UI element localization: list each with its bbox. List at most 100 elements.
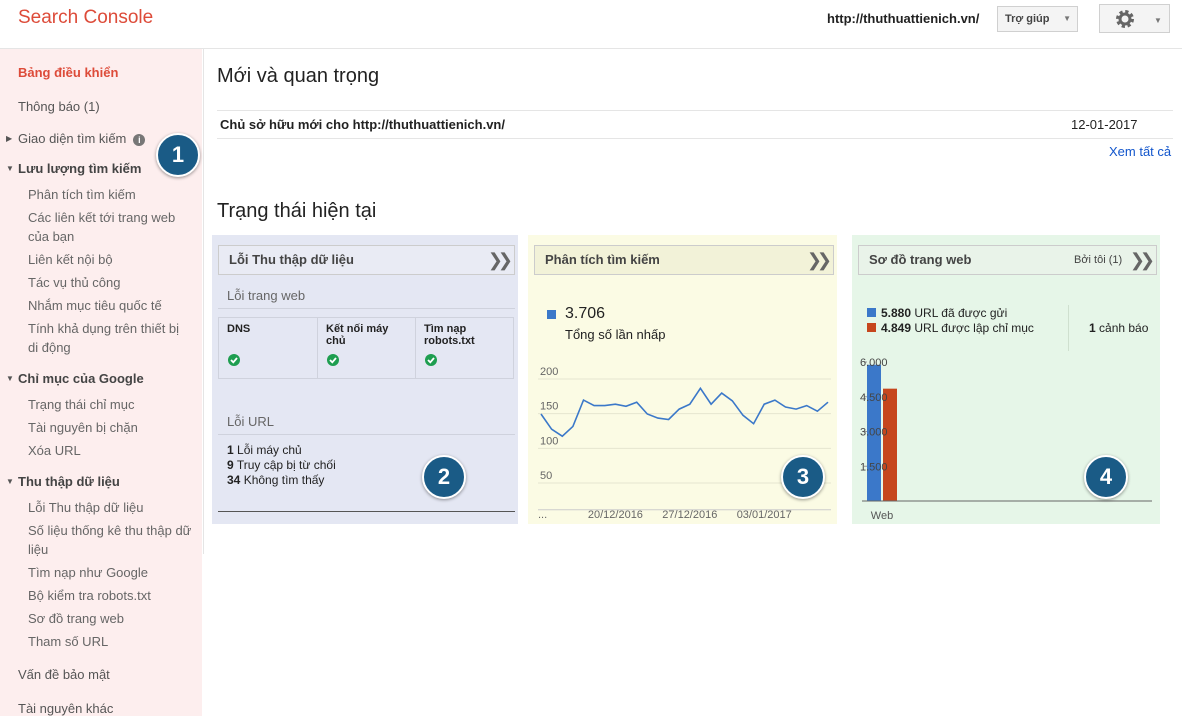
legend-swatch xyxy=(867,308,876,317)
nav-item[interactable]: Sơ đồ trang web xyxy=(28,611,124,626)
legend-value: 5.880 xyxy=(881,306,912,320)
y-tick-label: 4.500 xyxy=(860,392,888,404)
url-error-list: 1 Lỗi máy chủ 9 Truy cập bị từ chối 34 Khô… xyxy=(227,443,336,488)
x-tick-label: 03/01/2017 xyxy=(737,509,792,521)
x-tick-label: 20/12/2016 xyxy=(588,509,643,521)
top-bar xyxy=(0,0,1182,49)
nav-item[interactable]: Phân tích tìm kiếm xyxy=(28,187,136,202)
annotation-badge: 4 xyxy=(1084,455,1128,499)
card-header: Phân tích tìm kiếm ❯❯ xyxy=(534,245,834,275)
nav-item[interactable]: Bảng điều khiển xyxy=(18,65,119,80)
legend-entry: 5.880 URL đã được gửi xyxy=(867,306,1052,321)
check-mark xyxy=(427,357,435,364)
nav-item[interactable]: Tham số URL xyxy=(28,634,109,649)
divider xyxy=(1068,305,1069,351)
help-button[interactable]: Trợ giúp ▼ xyxy=(997,6,1078,32)
y-tick-label: 1.500 xyxy=(860,461,888,473)
nav-item[interactable]: Thông báo (1) xyxy=(18,99,100,114)
annotation-badge: 1 xyxy=(156,133,200,177)
message-text: Chủ sở hữu mới cho http://thuthuattienic… xyxy=(220,117,505,132)
dropdown-icon: ▼ xyxy=(1063,14,1071,23)
total-label: Tổng số lần nhấp xyxy=(565,327,666,342)
site-error-table: DNS Kết nối máy chủ Tìm nạp robots.txt xyxy=(218,317,514,379)
nav-item[interactable]: Tính khả dụng trên thiết bị di động xyxy=(28,321,180,355)
nav-item[interactable]: Trạng thái chỉ mục xyxy=(28,397,135,412)
table-cell: DNS xyxy=(219,318,317,378)
x-tick-label: Web xyxy=(871,510,893,522)
nav-item[interactable]: Liên kết nội bộ xyxy=(28,252,113,267)
column-label: DNS xyxy=(227,323,251,335)
nav-item[interactable]: Các liên kết tới trang web của bạn xyxy=(28,210,176,244)
url-error[interactable]: 1 Lỗi máy chủ xyxy=(227,443,336,458)
svg-text:▼: ▼ xyxy=(1154,16,1162,25)
expand-arrow: ▼ xyxy=(6,477,14,486)
error-label: Lỗi máy chủ xyxy=(237,443,302,457)
bar xyxy=(867,364,881,501)
by-me: Bởi tôi (1) xyxy=(1074,254,1123,266)
nav-item[interactable]: Tài nguyên khác xyxy=(18,701,114,716)
check-icon xyxy=(327,354,339,366)
chevron: ❯❯ xyxy=(487,250,513,270)
gear-icon: ▼ xyxy=(1116,10,1162,28)
warnings: 1 cảnh báo xyxy=(1089,321,1148,335)
column-label: Kết nối máy chủ xyxy=(326,323,389,347)
nav-section[interactable]: ▶ Giao diện tìm kiếm i xyxy=(0,124,202,154)
section-title: Mới và quan trọng xyxy=(217,65,380,87)
card-title: Sơ đồ trang web xyxy=(869,252,972,267)
message-row[interactable]: Chủ sở hữu mới cho http://thuthuattienic… xyxy=(217,110,1173,139)
rule xyxy=(218,308,515,309)
card-header: Lỗi Thu thập dữ liệu ❯❯ xyxy=(218,245,515,275)
settings-button[interactable]: ▼ xyxy=(1099,4,1170,33)
annotation-badge: 3 xyxy=(781,455,825,499)
nav-item[interactable]: Lỗi Thu thập dữ liệu xyxy=(28,500,144,515)
data-line xyxy=(540,386,829,438)
check-mark xyxy=(329,357,337,364)
y-tick-label: 50 xyxy=(540,470,552,482)
nav-section-title: Thu thập dữ liệu xyxy=(18,474,120,489)
expand-arrow: ▶ xyxy=(6,134,13,143)
see-all-link[interactable]: Xem tất cả xyxy=(1109,144,1172,159)
card-title: Lỗi Thu thập dữ liệu xyxy=(229,252,354,267)
nav-item[interactable]: Xóa URL xyxy=(28,443,81,458)
divider xyxy=(203,49,204,554)
rule xyxy=(218,511,515,512)
crawl-errors-card[interactable]: Lỗi Thu thập dữ liệu ❯❯ Lỗi trang web DNS… xyxy=(212,235,518,524)
section-title: Trạng thái hiện tại xyxy=(217,200,377,222)
check-circle xyxy=(327,354,339,366)
legend-name: URL được lập chỉ mục xyxy=(914,321,1034,335)
nav-section-title: Lưu lượng tìm kiếm xyxy=(18,161,142,176)
logo[interactable]: Search Console xyxy=(18,7,154,28)
info-icon: i xyxy=(133,134,146,146)
subheading: Lỗi URL xyxy=(227,414,274,429)
chevron: ❯❯ xyxy=(1129,250,1155,270)
error-label: Không tìm thấy xyxy=(243,473,325,487)
message-date: 12-01-2017 xyxy=(1071,117,1138,132)
subheading: Lỗi trang web xyxy=(227,288,306,303)
nav-item[interactable]: Nhắm mục tiêu quốc tế xyxy=(28,298,162,313)
column-label: Tìm nạp robots.txt xyxy=(424,323,475,347)
nav-item[interactable]: Tác vụ thủ công xyxy=(28,275,121,290)
expand-arrow: ▼ xyxy=(6,164,14,173)
nav-section[interactable]: ▼ Thu thập dữ liệu xyxy=(0,467,202,496)
nav-section[interactable]: ▼ Lưu lượng tìm kiếm xyxy=(0,154,202,183)
bar-chart: Web 1.500 3.000 4.500 6.000 xyxy=(860,357,1152,522)
legend-value: 4.849 xyxy=(881,321,912,335)
legend-name: URL đã được gửi xyxy=(914,306,1008,320)
card-header: Sơ đồ trang web Bởi tôi (1) ❯❯ xyxy=(858,245,1157,275)
nav-item[interactable]: Vấn đề bảo mật xyxy=(18,667,110,682)
nav-item[interactable]: Bộ kiểm tra robots.txt xyxy=(28,588,151,603)
y-tick-label: 100 xyxy=(540,435,558,447)
chevron: ❯❯ xyxy=(806,250,832,270)
nav-section[interactable]: ▼ Chỉ mục của Google xyxy=(0,364,202,393)
sitemaps-card[interactable]: Sơ đồ trang web Bởi tôi (1) ❯❯ 5.880 URL đ… xyxy=(852,235,1160,524)
url-error[interactable]: 9 Truy cập bị từ chối xyxy=(227,458,336,473)
nav-item[interactable]: Số liệu thống kê thu thập dữ liệu xyxy=(28,523,192,557)
expand-arrow: ▼ xyxy=(6,374,14,383)
table-cell: Kết nối máy chủ xyxy=(317,318,415,378)
error-count: 1 xyxy=(227,443,234,457)
site-url[interactable]: http://thuthuattienich.vn/ xyxy=(827,11,980,26)
nav-item[interactable]: Tìm nạp như Google xyxy=(28,565,148,580)
nav-item[interactable]: Tài nguyên bị chặn xyxy=(28,420,138,435)
url-error[interactable]: 34 Không tìm thấy xyxy=(227,473,336,488)
